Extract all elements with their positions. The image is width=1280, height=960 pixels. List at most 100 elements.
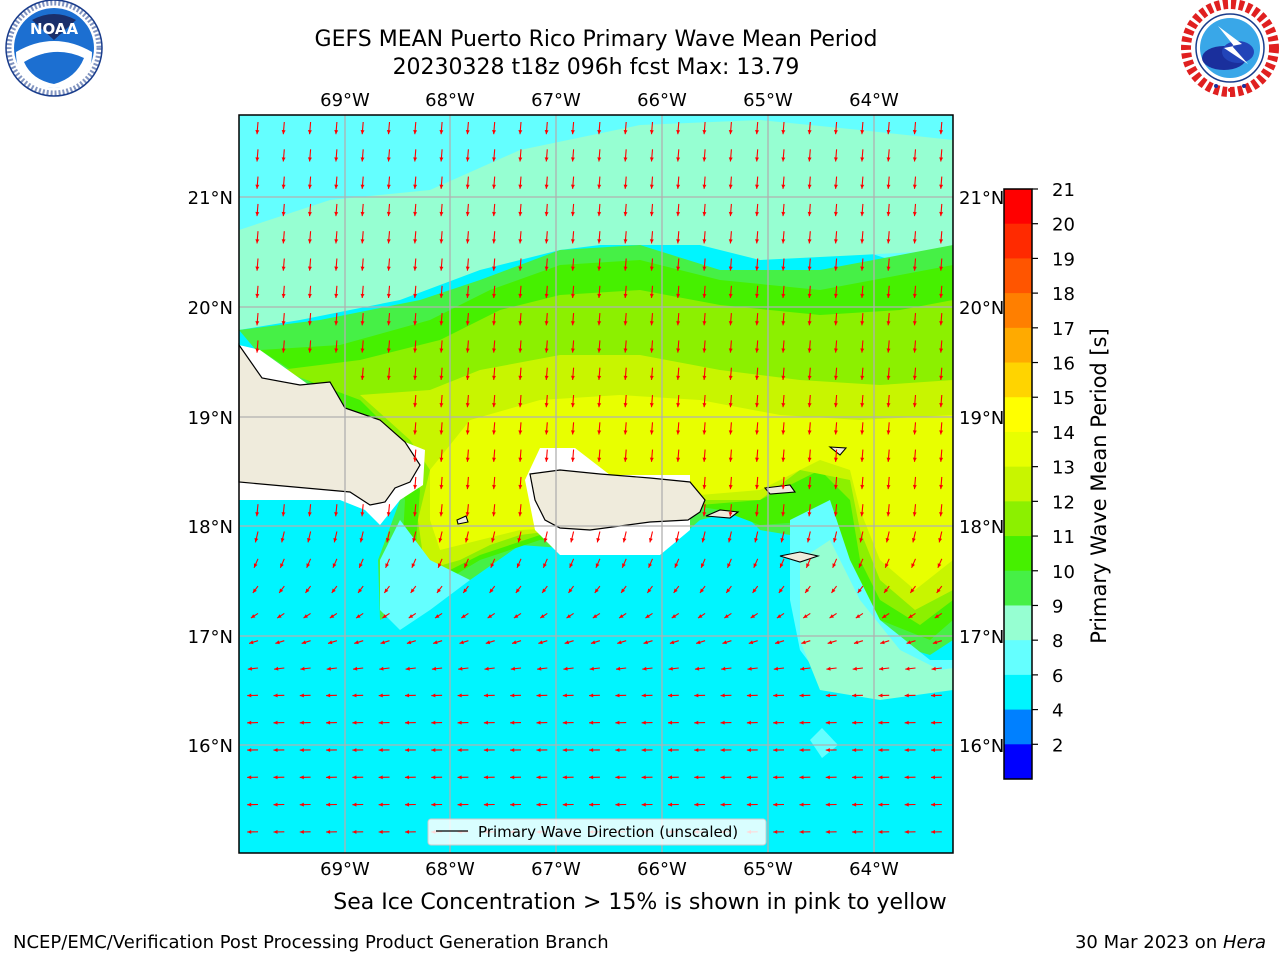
wave-arrowhead	[702, 266, 707, 271]
wave-arrowhead	[728, 348, 733, 353]
wave-arrowhead	[912, 348, 917, 353]
wave-arrowhead	[694, 802, 699, 807]
wave-arrowhead	[801, 640, 806, 645]
lon-label: 66°W	[637, 859, 687, 880]
wave-arrowhead	[542, 588, 547, 593]
wave-arrowhead	[860, 457, 865, 462]
wave-arrowhead	[570, 348, 575, 353]
wave-arrowhead	[483, 775, 488, 780]
wave-arrowhead	[360, 239, 365, 244]
wave-arrowhead	[886, 266, 891, 271]
wave-arrowhead	[564, 640, 570, 645]
wave-arrowhead	[667, 775, 673, 780]
wave-arrowhead	[305, 588, 310, 593]
wave-arrowhead	[307, 157, 312, 162]
wave-arrowhead	[615, 720, 620, 725]
wave-arrowhead	[648, 537, 653, 543]
wave-arrowhead	[623, 348, 628, 353]
lon-label: 64°W	[849, 90, 899, 111]
wave-arrowhead	[908, 614, 913, 619]
wave-arrowhead	[853, 640, 859, 645]
wave-arrowhead	[885, 537, 890, 543]
wave-arrowhead	[570, 266, 575, 271]
wave-arrowhead	[833, 457, 838, 462]
wave-arrowhead	[882, 614, 887, 619]
wave-arrowhead	[570, 211, 575, 217]
nws-logo	[1181, 0, 1279, 97]
wave-arrowhead	[939, 430, 944, 435]
wave-arrowhead	[615, 693, 620, 698]
wave-arrowhead	[852, 829, 857, 834]
wave-arrowhead	[518, 130, 523, 135]
wave-arrowhead	[860, 512, 865, 517]
colorbar-tick-label: 21	[1052, 180, 1075, 201]
wave-arrowhead	[641, 748, 646, 752]
wave-arrowhead	[570, 239, 575, 244]
wave-arrowhead	[904, 775, 909, 780]
wave-arrowhead	[329, 614, 335, 619]
wave-arrowhead	[878, 829, 883, 834]
wave-arrowhead	[379, 666, 384, 671]
wave-arrowhead	[910, 588, 915, 593]
wave-arrowhead	[879, 666, 884, 671]
wave-arrowhead	[281, 211, 286, 217]
wave-arrowhead	[513, 614, 519, 619]
wave-arrowhead	[492, 375, 496, 380]
wave-arrowhead	[334, 211, 339, 217]
period-fill-layer	[239, 115, 953, 853]
wave-arrowhead	[410, 588, 415, 593]
wave-arrowhead	[408, 614, 414, 619]
wave-arrowhead	[781, 211, 786, 217]
wave-arrowhead	[299, 829, 304, 834]
wave-arrowhead	[307, 266, 312, 271]
wave-arrowhead	[334, 348, 339, 353]
wave-arrowhead	[562, 693, 567, 698]
wave-arrowhead	[878, 775, 883, 780]
wave-arrowhead	[623, 375, 628, 380]
wave-arrowhead	[299, 748, 304, 752]
wave-arrowhead	[623, 266, 628, 271]
wave-arrowhead	[939, 457, 944, 462]
wave-arrowhead	[334, 184, 339, 189]
wave-arrowhead	[641, 720, 646, 725]
wave-arrowhead	[939, 348, 944, 353]
wave-arrowhead	[413, 239, 418, 244]
wave-arrowhead	[754, 537, 758, 543]
colorbar-tick-label: 15	[1052, 388, 1075, 409]
lat-label: 18°N	[959, 517, 1004, 538]
wave-arrowhead	[728, 130, 733, 135]
wave-arrowhead	[590, 640, 596, 645]
wave-arrowhead	[464, 537, 469, 543]
wave-arrowhead	[720, 748, 725, 752]
wave-arrowhead	[755, 184, 759, 189]
wave-arrowhead	[457, 775, 462, 780]
lon-label: 65°W	[743, 90, 793, 111]
wave-arrowhead	[702, 484, 707, 490]
wave-arrowhead	[247, 775, 252, 780]
wave-arrowhead	[326, 720, 331, 725]
colorbar-tick-label: 9	[1052, 596, 1063, 617]
colorbar-tick-label: 11	[1052, 527, 1075, 548]
sea-ice-note: Sea Ice Concentration > 15% is shown in …	[333, 890, 947, 915]
wave-arrowhead	[461, 614, 466, 619]
wave-arrowhead	[334, 293, 339, 299]
lon-label: 65°W	[743, 859, 793, 880]
wave-arrowhead	[781, 348, 786, 353]
wave-arrowhead	[281, 157, 286, 162]
wave-arrowhead	[702, 239, 707, 244]
wave-arrowhead	[728, 512, 733, 517]
wave-arrowhead	[726, 588, 731, 593]
wave-arrowhead	[439, 266, 444, 271]
st-croix-island	[779, 551, 821, 563]
wave-arrowhead	[833, 321, 838, 326]
wave-arrowhead	[566, 614, 571, 619]
wave-arrowhead	[465, 184, 470, 189]
wave-arrowhead	[307, 512, 312, 517]
wave-arrowhead	[807, 403, 812, 408]
colorbar-tick-label: 10	[1052, 562, 1075, 583]
wave-arrowhead	[436, 588, 441, 593]
wave-arrowhead	[457, 748, 462, 752]
wave-arrowhead	[307, 239, 312, 244]
wave-arrowhead	[465, 130, 470, 135]
wave-arrowhead	[833, 130, 838, 135]
